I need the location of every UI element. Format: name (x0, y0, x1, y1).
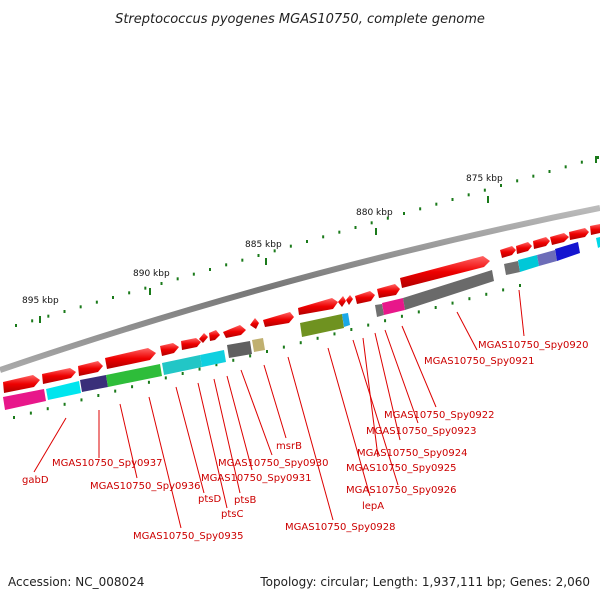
gene-arrow[interactable] (263, 312, 294, 327)
cog-bar[interactable] (200, 350, 226, 367)
map-title: Streptococcus pyogenes MGAS10750, comple… (115, 12, 485, 27)
gene-arrow[interactable] (346, 295, 353, 305)
gene-label-spy0922[interactable]: MGAS10750_Spy0922 (384, 410, 494, 421)
cog-bar[interactable] (3, 389, 46, 410)
kbp-label-880: 880 kbp (356, 208, 393, 218)
kbp-label-895: 895 kbp (22, 296, 59, 306)
leader-line (226, 375, 253, 471)
cog-bar[interactable] (252, 338, 265, 352)
leader-line (175, 386, 205, 494)
gene-label-msrB[interactable]: msrB (276, 441, 302, 452)
cog-bar[interactable] (537, 250, 557, 266)
cog-bar[interactable] (162, 355, 202, 375)
gene-arrow[interactable] (223, 325, 246, 338)
gene-arrow[interactable] (516, 242, 532, 254)
gene-label-spy0924[interactable]: MGAS10750_Spy0924 (357, 448, 467, 459)
gene-label-spy0928[interactable]: MGAS10750_Spy0928 (285, 522, 395, 533)
gene-label-gabD[interactable]: gabD (22, 475, 49, 486)
leader-line (240, 369, 273, 456)
label-leader-lines (33, 289, 525, 529)
cog-bar[interactable] (403, 270, 494, 310)
gene-label-spy0931[interactable]: MGAS10750_Spy0931 (201, 473, 311, 484)
kbp-label-885: 885 kbp (245, 240, 282, 250)
gene-arrow[interactable] (338, 296, 346, 307)
cog-bar[interactable] (227, 341, 252, 358)
gene-arrow[interactable] (355, 291, 375, 304)
leader-line (327, 347, 371, 497)
leader-line (197, 382, 228, 509)
gene-label-spy0930[interactable]: MGAS10750_Spy0930 (218, 458, 328, 469)
gene-label-ptsB[interactable]: ptsB (234, 495, 256, 506)
gene-arrow[interactable] (199, 333, 208, 343)
gene-label-spy0920[interactable]: MGAS10750_Spy0920 (478, 340, 588, 351)
gene-arrow[interactable] (105, 348, 156, 369)
kbp-label-875: 875 kbp (466, 174, 503, 184)
cog-bar[interactable] (382, 298, 405, 315)
gene-arrow[interactable] (400, 256, 490, 288)
leader-line (287, 356, 334, 521)
gene-label-spy0936[interactable]: MGAS10750_Spy0936 (90, 481, 200, 492)
gene-arrow[interactable] (500, 246, 516, 258)
cog-bar[interactable] (596, 237, 600, 248)
gene-arrow[interactable] (42, 368, 76, 384)
gene-arrow[interactable] (160, 343, 179, 356)
genome-backbone (0, 205, 600, 373)
gene-label-spy0935[interactable]: MGAS10750_Spy0935 (133, 531, 243, 542)
cog-bar[interactable] (518, 255, 539, 272)
gene-label-spy0921[interactable]: MGAS10750_Spy0921 (424, 356, 534, 367)
gene-label-spy0926[interactable]: MGAS10750_Spy0926 (346, 485, 456, 496)
gene-arrow[interactable] (590, 224, 600, 235)
gene-arrow[interactable] (533, 237, 550, 249)
cog-bar[interactable] (555, 242, 580, 261)
cog-category-bars (3, 237, 600, 410)
gene-arrow[interactable] (550, 233, 569, 245)
gene-label-spy0937[interactable]: MGAS10750_Spy0937 (52, 458, 162, 469)
forward-strand-genes (3, 224, 600, 393)
leader-line (119, 403, 138, 479)
gene-arrow[interactable] (569, 228, 589, 240)
cog-bar[interactable] (80, 375, 108, 392)
accession-text: Accession: NC_008024 (8, 575, 145, 589)
leader-line (148, 396, 182, 529)
kbp-label-890: 890 kbp (133, 269, 170, 279)
gene-arrow[interactable] (181, 338, 201, 350)
cog-bar[interactable] (342, 313, 350, 327)
cog-bar[interactable] (300, 314, 344, 337)
leader-line (374, 332, 401, 441)
leader-line (456, 311, 478, 351)
cog-bar[interactable] (106, 364, 162, 387)
gene-labels: MGAS10750_Spy0920 MGAS10750_Spy0921 MGAS… (22, 340, 588, 542)
cog-bar[interactable] (46, 381, 81, 400)
leader-line (518, 289, 525, 337)
leader-line (384, 329, 419, 424)
gene-arrow[interactable] (298, 298, 338, 315)
gene-label-spy0923[interactable]: MGAS10750_Spy0923 (366, 426, 476, 437)
gene-arrow[interactable] (78, 361, 103, 376)
leader-line (33, 417, 67, 473)
leader-line (213, 378, 241, 494)
gene-label-ptsD[interactable]: ptsD (198, 494, 221, 505)
topology-text: Topology: circular; Length: 1,937,111 bp… (260, 575, 590, 589)
leader-line (263, 364, 287, 439)
gene-label-spy0925[interactable]: MGAS10750_Spy0925 (346, 463, 456, 474)
gene-label-lepA[interactable]: lepA (362, 501, 384, 512)
gene-arrow[interactable] (250, 318, 259, 329)
cog-bar[interactable] (375, 304, 384, 317)
gene-arrow[interactable] (3, 375, 40, 393)
leader-line (401, 325, 437, 408)
gene-arrow[interactable] (377, 284, 400, 298)
gene-label-ptsC[interactable]: ptsC (221, 509, 243, 520)
kbp-scale-ticks (13, 156, 599, 419)
leader-line (352, 339, 399, 486)
cog-bar[interactable] (504, 261, 520, 275)
gene-arrow[interactable] (209, 330, 220, 341)
